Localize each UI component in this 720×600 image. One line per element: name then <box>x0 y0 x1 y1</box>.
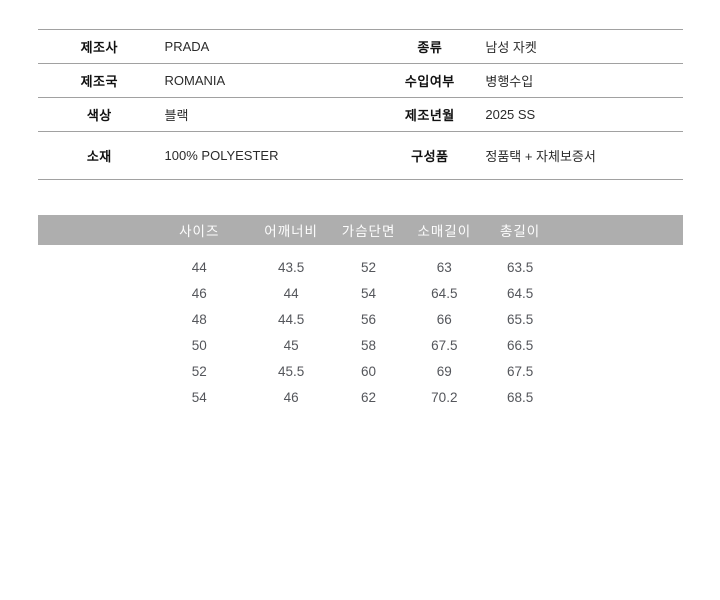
info-label-country: 제조국 <box>38 63 161 98</box>
info-value-country: ROMANIA <box>160 63 387 98</box>
size-cell: 65.5 <box>506 311 534 327</box>
info-value-color: 블랙 <box>160 97 387 132</box>
info-label-manufacturer: 제조사 <box>38 29 161 64</box>
size-cell: 43.5 <box>278 259 305 275</box>
size-cell: 52 <box>191 363 207 379</box>
info-label-components: 구성품 <box>386 131 474 180</box>
size-row-48: 48 44.5 56 66 65.5 <box>38 306 683 332</box>
size-cell: 63.5 <box>506 259 534 275</box>
size-table: 사이즈 어깨너비 가슴단면 소매길이 총길이 44 43.5 52 63 63.… <box>38 215 683 410</box>
info-row-manufacturer: 제조사 PRADA 종류 남성 자켓 <box>38 29 683 64</box>
size-cell: 62 <box>361 389 377 405</box>
size-header-sleeve: 소매길이 <box>399 215 490 245</box>
size-cell: 67.5 <box>431 337 458 353</box>
size-cell: 60 <box>361 363 377 379</box>
size-cell: 67.5 <box>506 363 534 379</box>
info-value-manufacture-date: 2025 SS <box>473 97 683 132</box>
size-header-pad-left <box>38 215 155 245</box>
size-cell: 44.5 <box>278 311 305 327</box>
info-value-material: 100% POLYESTER <box>160 131 387 180</box>
info-value-components: 정품택 + 자체보증서 <box>473 131 683 180</box>
size-cell: 52 <box>361 259 377 275</box>
info-value-import-status: 병행수입 <box>473 63 683 98</box>
size-cell: 64.5 <box>506 285 534 301</box>
info-value-manufacturer: PRADA <box>160 29 387 64</box>
size-table-header-row: 사이즈 어깨너비 가슴단면 소매길이 총길이 <box>38 215 683 245</box>
size-cell: 68.5 <box>506 389 534 405</box>
info-row-color: 색상 블랙 제조년월 2025 SS <box>38 97 683 132</box>
size-row-52: 52 45.5 60 69 67.5 <box>38 358 683 384</box>
size-row-54: 54 46 62 70.2 68.5 <box>38 384 683 410</box>
size-cell: 54 <box>361 285 377 301</box>
size-cell: 50 <box>191 337 207 353</box>
info-label-manufacture-date: 제조년월 <box>386 97 474 132</box>
size-row-50: 50 45 58 67.5 66.5 <box>38 332 683 358</box>
info-label-category: 종류 <box>386 29 474 64</box>
size-cell: 70.2 <box>431 389 458 405</box>
info-label-material: 소재 <box>38 131 161 180</box>
size-cell: 54 <box>191 389 207 405</box>
size-cell: 44 <box>283 285 299 301</box>
size-header-size: 사이즈 <box>154 215 245 245</box>
info-label-color: 색상 <box>38 97 161 132</box>
size-cell: 63 <box>436 259 452 275</box>
size-cell: 66 <box>436 311 452 327</box>
size-header-pad-right <box>550 215 683 245</box>
size-header-length: 총길이 <box>489 215 551 245</box>
size-cell: 48 <box>191 311 207 327</box>
info-row-country: 제조국 ROMANIA 수입여부 병행수입 <box>38 63 683 98</box>
size-cell: 66.5 <box>506 337 534 353</box>
size-cell: 46 <box>283 389 299 405</box>
size-row-44: 44 43.5 52 63 63.5 <box>38 254 683 280</box>
size-row-46: 46 44 54 64.5 64.5 <box>38 280 683 306</box>
product-detail-content: 제조사 PRADA 종류 남성 자켓 제조국 ROMANIA 수입여부 병행수입… <box>38 29 683 410</box>
size-cell: 45.5 <box>278 363 305 379</box>
info-value-category: 남성 자켓 <box>473 29 683 64</box>
product-info-table: 제조사 PRADA 종류 남성 자켓 제조국 ROMANIA 수입여부 병행수입… <box>38 29 683 180</box>
size-header-chest: 가슴단면 <box>337 215 400 245</box>
size-cell: 58 <box>361 337 377 353</box>
size-cell: 46 <box>191 285 207 301</box>
size-cell: 56 <box>361 311 377 327</box>
size-cell: 45 <box>283 337 299 353</box>
info-label-import-status: 수입여부 <box>386 63 474 98</box>
size-table-spacer <box>38 245 683 254</box>
info-row-material: 소재 100% POLYESTER 구성품 정품택 + 자체보증서 <box>38 131 683 180</box>
size-cell: 44 <box>191 259 207 275</box>
size-header-shoulder: 어깨너비 <box>244 215 338 245</box>
size-cell: 69 <box>436 363 452 379</box>
size-cell: 64.5 <box>431 285 458 301</box>
